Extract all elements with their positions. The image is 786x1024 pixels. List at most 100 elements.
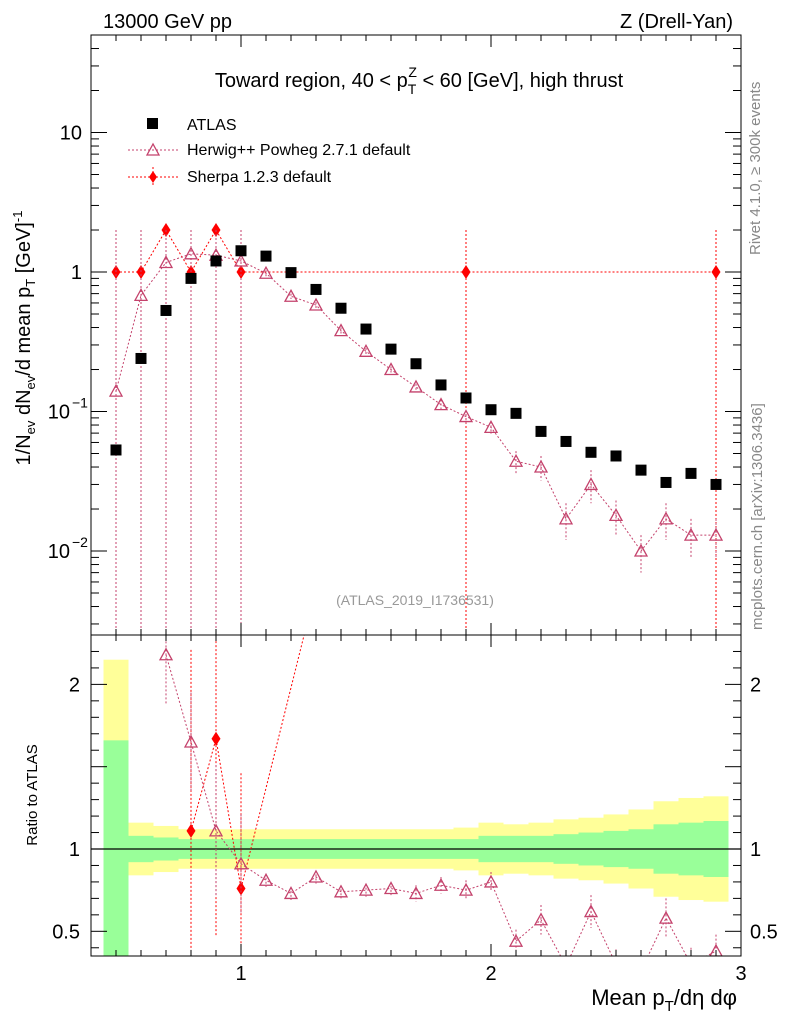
ratio-herwig-point xyxy=(610,958,622,969)
ratio-herwig-point xyxy=(483,874,499,888)
ratio-herwig-point xyxy=(258,872,274,886)
ratio-sherpa-point xyxy=(337,480,346,494)
legend-atlas-marker xyxy=(147,118,158,129)
atlas-point xyxy=(660,476,672,488)
herwig-point xyxy=(458,409,474,423)
herwig-point xyxy=(508,453,524,467)
atlas-point xyxy=(710,478,722,490)
title-sub: T xyxy=(408,81,417,97)
ratio-herwig-point xyxy=(658,910,674,924)
atlas-point xyxy=(610,450,622,462)
atlas-point xyxy=(410,358,422,370)
ratio-herwig-point xyxy=(358,882,374,896)
ratio-y-tick-label-right: 1 xyxy=(750,839,761,861)
y-tick-label: 10 xyxy=(48,402,70,424)
y-tick-label: 10 xyxy=(60,123,82,145)
x-axis-label: Mean pT/dη dφ xyxy=(591,985,737,1015)
atlas-point xyxy=(335,302,347,314)
ratio-herwig-point xyxy=(183,734,199,748)
atlas-point xyxy=(210,255,222,267)
y-tick-label: 10 xyxy=(48,541,70,563)
atlas-point xyxy=(360,323,372,335)
ratio-y-tick-label-right: 2 xyxy=(750,674,761,696)
herwig-line xyxy=(115,253,716,552)
legend-sherpa-marker xyxy=(149,171,157,183)
ratio-herwig-point xyxy=(308,869,324,883)
herwig-point xyxy=(558,511,574,525)
ratio-y-tick-label: 2 xyxy=(69,674,80,696)
herwig-point xyxy=(533,459,549,473)
herwig-point xyxy=(383,362,399,376)
herwig-point xyxy=(683,527,699,541)
atlas-point xyxy=(535,425,547,437)
header-left: 13000 GeV pp xyxy=(103,11,232,33)
ratio-herwig-point xyxy=(158,647,174,661)
title-post: < 60 [GeV], high thrust xyxy=(417,70,624,92)
ratio-ylabel: Ratio to ATLAS xyxy=(24,744,41,845)
watermark: (ATLAS_2019_I1736531) xyxy=(336,592,494,608)
herwig-point xyxy=(258,265,274,279)
herwig-point xyxy=(433,397,449,411)
herwig-point xyxy=(133,288,149,302)
ratio-herwig-point xyxy=(433,877,449,891)
title-sup: Z xyxy=(408,64,417,80)
herwig-point xyxy=(333,323,349,337)
atlas-point xyxy=(160,304,172,316)
ratio-herwig-point xyxy=(560,960,572,971)
chart-title: Toward region, 40 < pTZ < 60 [GeV], high… xyxy=(215,64,624,97)
herwig-point xyxy=(658,511,674,525)
legend-herwig-marker xyxy=(145,142,161,156)
atlas-point xyxy=(385,343,397,355)
ratio-herwig-point xyxy=(333,884,349,898)
ratio-frame xyxy=(90,634,742,957)
herwig-point xyxy=(358,343,374,357)
herwig-point xyxy=(608,508,624,522)
atlas-point xyxy=(560,435,572,447)
herwig-point xyxy=(308,297,324,311)
ratio-y-tick-label-right: 0.5 xyxy=(750,921,778,943)
atlas-point xyxy=(635,464,647,476)
herwig-point xyxy=(708,527,724,541)
herwig-point xyxy=(583,477,599,491)
mcplots-label: mcplots.cern.ch [arXiv:1306.3436] xyxy=(749,403,766,630)
ratio-herwig-point xyxy=(583,904,599,918)
title-pre: Toward region, 40 < p xyxy=(215,70,408,92)
x-tick-label: 3 xyxy=(735,963,746,985)
atlas-point xyxy=(185,272,197,284)
top-marks xyxy=(108,223,724,635)
ratio-herwig-point xyxy=(233,856,249,870)
ratio-axes: 1 2 30.5 0.51 12 2 xyxy=(52,635,778,985)
ratio-band-green xyxy=(103,740,129,956)
atlas-point xyxy=(510,407,522,419)
atlas-point xyxy=(585,446,597,458)
herwig-point xyxy=(283,288,299,302)
ratio-sherpa-point xyxy=(186,823,196,838)
ratio-herwig-point xyxy=(458,882,474,896)
atlas-point xyxy=(685,467,697,479)
ratio-herwig-point xyxy=(709,943,723,956)
herwig-point xyxy=(483,419,499,433)
atlas-point xyxy=(260,250,272,262)
atlas-point xyxy=(235,245,247,257)
atlas-point xyxy=(485,404,497,416)
ratio-herwig-line xyxy=(165,654,717,956)
y-tick-label: 1 xyxy=(71,262,82,284)
ratio-herwig-point xyxy=(635,965,647,976)
herwig-point xyxy=(158,255,174,269)
y-tick-exponent: −2 xyxy=(72,534,88,550)
atlas-point xyxy=(285,267,297,279)
ratio-y-tick-label: 0.5 xyxy=(52,921,80,943)
ratio-herwig-point xyxy=(685,958,697,969)
sherpa-line xyxy=(116,229,716,273)
atlas-point xyxy=(435,379,447,391)
ratio-sherpa-point xyxy=(211,731,221,746)
herwig-point xyxy=(633,543,649,557)
ratio-marks xyxy=(91,480,741,976)
y-tick-exponent: −1 xyxy=(72,395,88,411)
ratio-y-tick-label: 1 xyxy=(69,839,80,861)
sherpa-point xyxy=(711,265,721,280)
atlas-point xyxy=(135,352,147,364)
herwig-point xyxy=(108,383,124,397)
